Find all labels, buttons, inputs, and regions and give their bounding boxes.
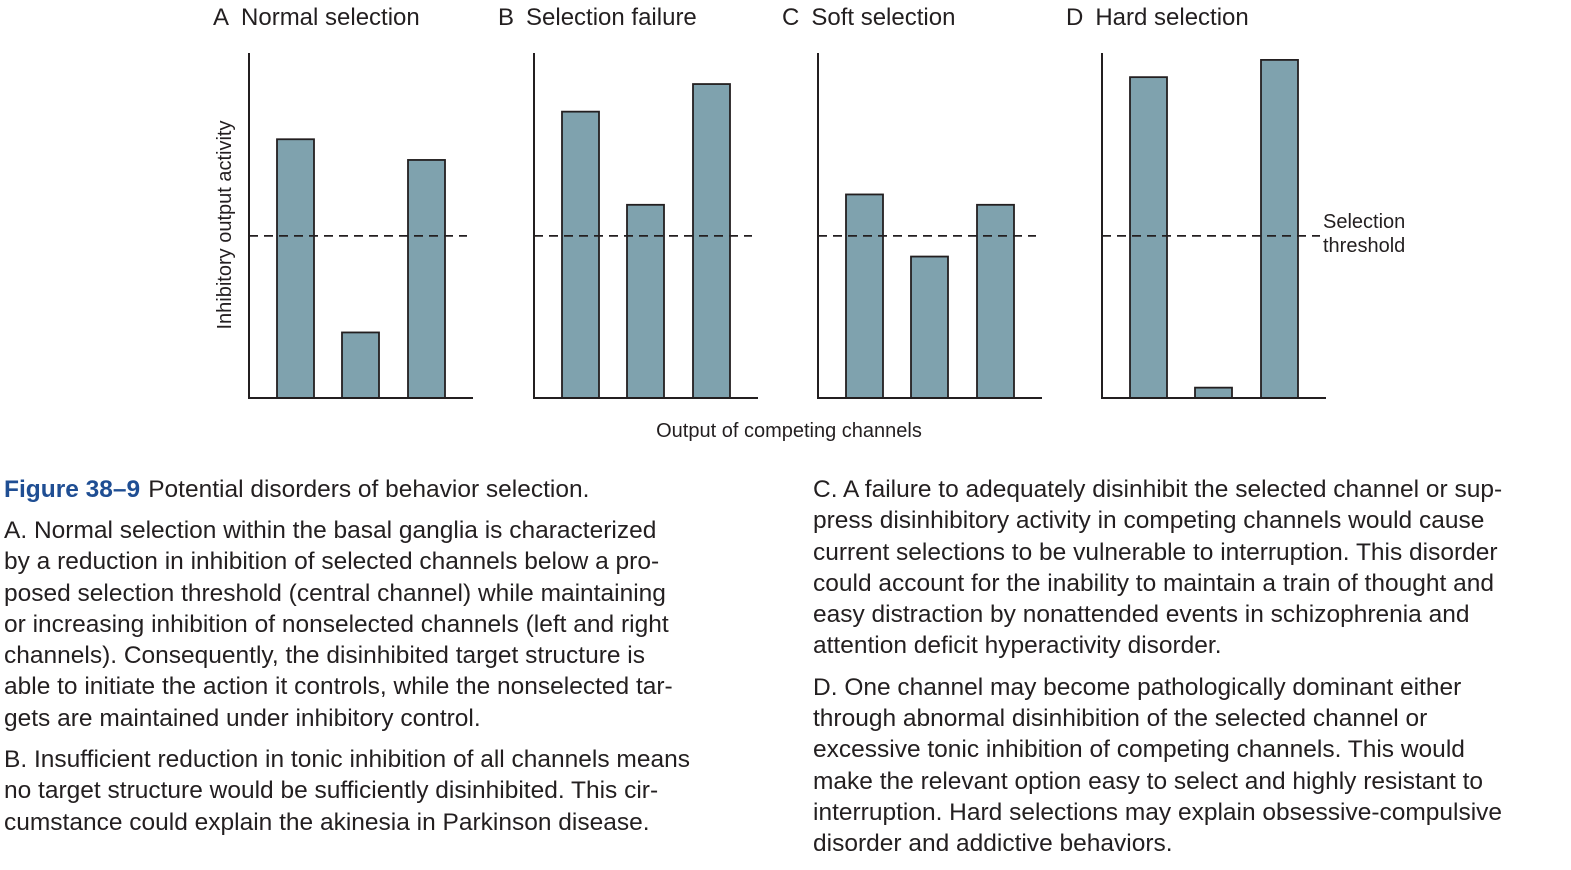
caption-left-paragraphs: A. Normal selection within the basal gan… <box>4 515 794 838</box>
threshold-label-line-1: Selection <box>1323 211 1405 233</box>
panel-title-text: Selection failure <box>526 4 697 31</box>
caption-line-text: could account for the inability to maint… <box>813 569 1494 597</box>
caption-line-text: by a reduction in inhibition of selected… <box>4 548 660 576</box>
caption-right-paragraphs: C. A failure to adequately disinhibit th… <box>813 474 1565 860</box>
panel-title-text: Normal selection <box>241 4 420 31</box>
caption-paragraph-a: A. Normal selection within the basal gan… <box>4 515 794 734</box>
bar-a-2 <box>341 331 380 399</box>
caption-line: by a reduction in inhibition of selected… <box>4 546 794 577</box>
caption-line-text: disorder and addictive behaviors. <box>813 830 1173 858</box>
panel-title-text: Hard selection <box>1095 4 1248 31</box>
threshold-label-line-2: threshold <box>1323 235 1405 257</box>
caption-line-text: no target structure would be sufficientl… <box>4 777 659 805</box>
caption-line: A. Normal selection within the basal gan… <box>4 515 794 546</box>
paragraph-label: A. <box>4 517 34 544</box>
caption-line: current selections to be vulnerable to i… <box>813 537 1565 568</box>
bar-chart-figure: A Normal selection Inhibitory output activ… <box>213 4 1405 442</box>
caption-line-text: attention deficit hyperactivity disorder… <box>813 632 1222 660</box>
bar-c-3 <box>976 203 1015 399</box>
caption-line: easy distraction by nonattended events i… <box>813 599 1565 630</box>
caption-line: interruption. Hard selections may explai… <box>813 797 1565 828</box>
caption-paragraph-b: B. Insufficient reduction in tonic inhib… <box>4 744 794 838</box>
caption-line: or increasing inhibition of nonselected … <box>4 609 794 640</box>
panel-c-title: C Soft selection <box>782 4 955 31</box>
bar-d-1 <box>1129 76 1168 399</box>
bar-a-1 <box>276 138 315 399</box>
figure-label: Figure 38–9 <box>4 476 141 503</box>
caption-paragraph-d: D. One channel may become pathologically… <box>813 672 1565 860</box>
x-axis-label: Output of competing channels <box>656 420 922 442</box>
panel-title-text: Soft selection <box>811 4 955 31</box>
caption-right-column: C. A failure to adequately disinhibit th… <box>813 474 1565 870</box>
caption-line: excessive tonic inhibition of competing … <box>813 734 1565 765</box>
caption-line-text: cumstance could explain the akinesia in … <box>4 808 650 836</box>
caption-line: disorder and addictive behaviors. <box>813 828 1565 859</box>
panel-label: A <box>213 4 229 31</box>
caption-line-text: press disinhibitory activity in competin… <box>813 507 1485 535</box>
caption-line-text: easy distraction by nonattended events i… <box>813 601 1470 629</box>
bar-c-2 <box>910 255 949 399</box>
caption-line: could account for the inability to maint… <box>813 568 1565 599</box>
paragraph-label: D. <box>813 673 845 701</box>
caption-line-text: posed selection threshold (central chann… <box>4 579 666 607</box>
caption-line-text: current selections to be vulnerable to i… <box>813 538 1498 566</box>
caption-line: posed selection threshold (central chann… <box>4 578 794 609</box>
caption-line-text: make the relevant option easy to select … <box>813 767 1484 795</box>
caption-line-text: gets are maintained under inhibitory con… <box>4 704 481 732</box>
caption-line: make the relevant option easy to select … <box>813 766 1565 797</box>
panel-d-title: D Hard selection <box>1066 4 1249 31</box>
caption-line-text: excessive tonic inhibition of competing … <box>813 736 1465 764</box>
caption-line-text: interruption. Hard selections may explai… <box>813 798 1503 826</box>
paragraph-label: C. <box>813 476 843 503</box>
bar-d-2 <box>1194 386 1233 399</box>
bar-d-3 <box>1260 59 1299 399</box>
caption-line-text: through abnormal disinhibition of the se… <box>813 705 1428 733</box>
y-axis-label: Inhibitory output activity <box>214 121 236 330</box>
caption-line-text: Insufficient reduction in tonic inhibiti… <box>33 746 690 774</box>
caption-line-text: or increasing inhibition of nonselected … <box>4 610 669 638</box>
caption-line: attention deficit hyperactivity disorder… <box>813 630 1565 661</box>
caption-line-text: One channel may become pathologically do… <box>844 673 1462 701</box>
panel-label: B <box>498 4 514 31</box>
caption-line: able to initiate the action it controls,… <box>4 671 794 702</box>
caption-line: press disinhibitory activity in competin… <box>813 505 1565 536</box>
caption-line-text: channels). Consequently, the disinhibite… <box>4 642 645 670</box>
panel-b-title: B Selection failure <box>498 4 697 31</box>
caption-line: cumstance could explain the akinesia in … <box>4 807 794 838</box>
caption-line: C. A failure to adequately disinhibit th… <box>813 474 1565 505</box>
caption-line: no target structure would be sufficientl… <box>4 775 794 806</box>
caption-line: gets are maintained under inhibitory con… <box>4 703 794 734</box>
bar-a-3 <box>407 159 446 399</box>
caption-line-text: Normal selection within the basal gangli… <box>33 517 657 544</box>
caption-paragraph-c: C. A failure to adequately disinhibit th… <box>813 474 1565 662</box>
caption-line-text: A failure to adequately disinhibit the s… <box>842 476 1503 503</box>
caption-line: D. One channel may become pathologically… <box>813 672 1565 703</box>
caption-line: channels). Consequently, the disinhibite… <box>4 640 794 671</box>
bar-b-2 <box>626 203 665 399</box>
figure-title-text: Potential disorders of behavior selectio… <box>148 476 590 503</box>
panel-a-title: A Normal selection <box>213 4 420 31</box>
bar-c-1 <box>845 193 884 399</box>
caption-left-column: Figure 38–9 Potential disorders of behavi… <box>4 474 794 848</box>
caption-line: B. Insufficient reduction in tonic inhib… <box>4 744 794 775</box>
caption-line-text: able to initiate the action it controls,… <box>4 673 673 701</box>
paragraph-label: B. <box>4 746 34 774</box>
panel-label: C <box>782 4 799 31</box>
figure-caption-title: Figure 38–9 Potential disorders of behavi… <box>4 474 794 505</box>
caption-line: through abnormal disinhibition of the se… <box>813 703 1565 734</box>
panel-label: D <box>1066 4 1083 31</box>
bar-b-3 <box>692 83 731 399</box>
bar-b-1 <box>561 110 600 399</box>
